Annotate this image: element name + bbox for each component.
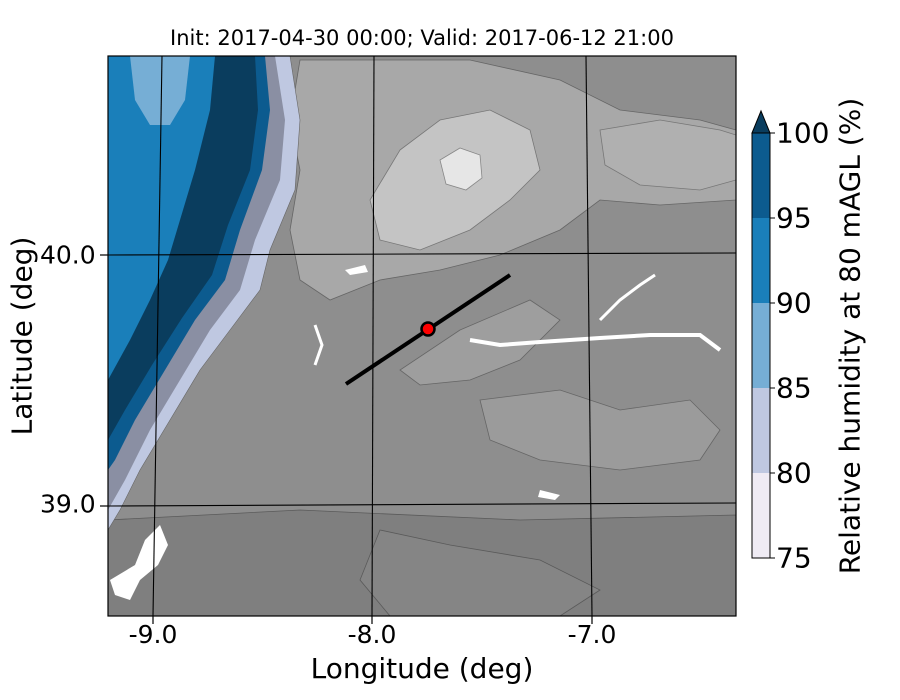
rh-band-90	[108, 56, 215, 380]
colorbar-segment	[752, 473, 770, 558]
colorbar-segment	[752, 218, 770, 303]
x-axis-label: Longitude (deg)	[310, 652, 534, 685]
colorbar-tick-label: 100	[776, 116, 830, 150]
colorbar	[751, 109, 775, 559]
river-center	[313, 324, 324, 366]
y-tick-label: 40.0	[40, 240, 96, 270]
colorbar-tick-label: 75	[776, 541, 812, 575]
terrain-highland-east	[599, 119, 736, 191]
colorbar-segment	[752, 133, 770, 218]
terrain-summit	[439, 147, 483, 191]
reservoir-south	[538, 490, 560, 500]
x-tick-label: -7.0	[567, 620, 617, 649]
river-northeast	[598, 273, 656, 322]
x-tick-label: -9.0	[128, 620, 178, 649]
y-tick-label: 39.0	[40, 489, 96, 519]
colorbar-tick-label: 90	[776, 286, 812, 320]
terrain-valley-southeast	[359, 529, 601, 616]
x-tick-label: -8.0	[347, 620, 397, 649]
map-frame	[107, 55, 737, 617]
map-title: Init: 2017-04-30 00:00; Valid: 2017-06-1…	[170, 26, 674, 50]
colorbar-extend-arrow	[751, 109, 771, 134]
graticule	[108, 56, 736, 616]
colorbar-tick-label: 85	[776, 371, 812, 405]
colorbar-tick-label: 80	[776, 456, 812, 490]
axis-ticks	[100, 254, 593, 624]
reservoir-southwest	[110, 525, 168, 600]
site-marker	[420, 321, 436, 337]
colorbar-tick-label: 95	[776, 201, 812, 235]
y-axis-label: Latitude (deg)	[5, 236, 39, 436]
colorbar-label: Relative humidity at 80 mAGL (%)	[833, 97, 867, 575]
rh-band-85-offshore	[130, 56, 190, 125]
colorbar-segment	[752, 388, 770, 473]
colorbar-frame	[751, 132, 771, 559]
river-east	[469, 333, 722, 352]
map-plot-area	[108, 56, 736, 616]
reservoir-north	[345, 265, 368, 275]
colorbar-segment	[752, 303, 770, 388]
